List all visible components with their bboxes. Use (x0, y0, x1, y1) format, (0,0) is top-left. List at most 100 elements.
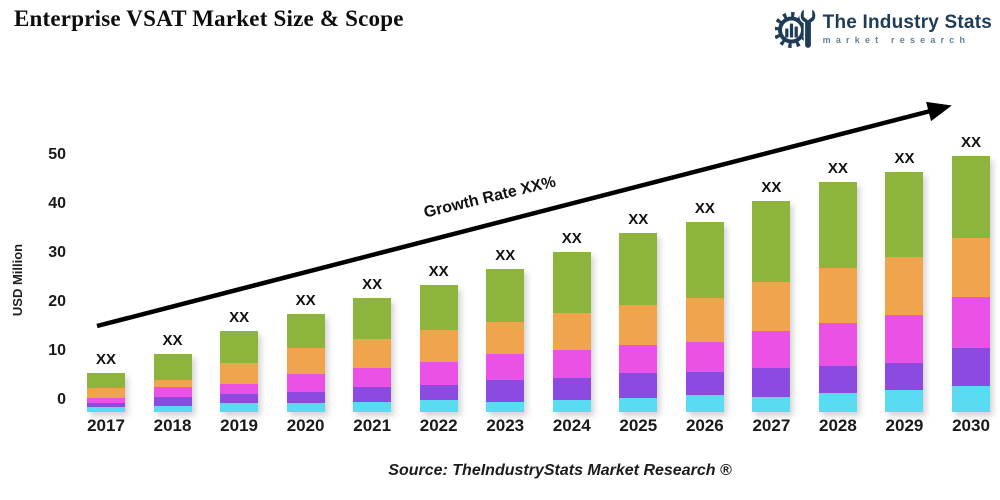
bar-segment-cyan (818, 392, 857, 412)
x-tick-label: 2017 (87, 416, 125, 435)
bar-segment-orange (752, 281, 791, 331)
bar-value-label: XX (295, 291, 316, 309)
bar-segment-magenta (885, 314, 924, 363)
logo-barchart-icon (784, 23, 798, 38)
bar-2027 (752, 200, 791, 412)
bar-segment-green (87, 373, 125, 389)
bar-value-label: XX (761, 178, 782, 196)
page-title: Enterprise VSAT Market Size & Scope (14, 6, 404, 31)
bar-segment-cyan (353, 402, 392, 412)
bar-segment-orange (552, 313, 591, 351)
bar-segment-green (818, 181, 857, 268)
bar-segment-orange (286, 348, 325, 375)
bar-segment-purple (87, 403, 125, 408)
bar-segment-purple (286, 392, 325, 404)
brand-tagline: market research (822, 34, 971, 45)
bar-segment-orange (685, 297, 724, 342)
bar-2029 (885, 172, 924, 412)
bar-segment-orange (220, 362, 259, 384)
bar-segment-green (220, 330, 259, 363)
bar-segment-cyan (87, 407, 125, 412)
bar-segment-cyan (286, 403, 325, 412)
bar-2022 (419, 285, 458, 412)
bar-segment-purple (752, 367, 791, 397)
bar-segment-magenta (619, 344, 658, 373)
bar-segment-purple (619, 372, 658, 398)
bar-segment-green (885, 172, 924, 258)
x-tick-label: 2028 (819, 416, 857, 435)
bar-segment-purple (552, 378, 591, 401)
x-tick-label: 2023 (486, 416, 525, 435)
y-tick-label: 40 (48, 195, 66, 212)
bar-value-label: XX (827, 159, 848, 177)
logo-wrench-icon (798, 7, 817, 50)
bar-value-label: XX (495, 247, 516, 265)
bar-segment-magenta (286, 374, 325, 393)
bar-2024 (552, 252, 591, 412)
growth-rate-label: Growth Rate XX% (422, 173, 558, 222)
bar-segment-cyan (619, 397, 658, 412)
x-tick-label: 2019 (220, 416, 258, 435)
bar-segment-magenta (552, 350, 591, 379)
bar-value-label: XX (95, 351, 116, 369)
bar-segment-purple (685, 371, 724, 395)
x-tick-label: 2021 (353, 416, 392, 435)
bar-segment-orange (87, 388, 125, 399)
bar-segment-magenta (952, 296, 991, 348)
bar-segment-cyan (419, 400, 458, 412)
bar-segment-orange (353, 338, 392, 368)
bar-segment-magenta (818, 322, 857, 366)
x-tick-label: 2027 (752, 416, 791, 435)
bar-segment-green (419, 285, 458, 331)
bar-segment-magenta (685, 341, 724, 372)
bar-segment-purple (952, 347, 991, 387)
y-tick-label: 0 (57, 391, 66, 408)
brand-logo: The Industry Stats market research (774, 6, 992, 50)
x-tick-label: 2026 (685, 416, 724, 435)
bar-segment-orange (619, 304, 658, 345)
bar-segment-orange (952, 238, 991, 297)
bar-value-label: XX (362, 275, 383, 293)
bar-2028 (818, 181, 857, 412)
y-tick-label: 10 (48, 342, 66, 359)
bar-segment-orange (885, 257, 924, 315)
bar-value-label: XX (694, 199, 715, 217)
bar-segment-cyan (952, 386, 991, 412)
bar-segment-orange (153, 379, 192, 388)
bar-2026 (685, 221, 724, 412)
bar-segment-cyan (552, 400, 591, 412)
y-tick-label: 50 (48, 146, 66, 163)
bar-2020 (286, 313, 325, 412)
bar-value-label: XX (428, 263, 449, 281)
bar-2019 (220, 330, 259, 412)
bar-segment-cyan (685, 394, 724, 412)
y-tick-label: 20 (48, 293, 66, 310)
bar-segment-cyan (486, 402, 525, 412)
bar-segment-purple (885, 362, 924, 390)
x-tick-label: 2018 (153, 416, 192, 435)
x-tick-label: 2030 (952, 416, 990, 435)
bar-segment-green (286, 313, 325, 349)
bar-segment-magenta (486, 354, 525, 381)
bar-segment-cyan (220, 403, 259, 412)
bar-segment-cyan (752, 396, 791, 412)
bar-2025 (619, 232, 658, 412)
bar-segment-purple (818, 365, 857, 393)
bar-segment-purple (486, 380, 525, 403)
bar-segment-green (552, 252, 591, 313)
bar-value-label: XX (229, 308, 250, 326)
bar-segment-purple (153, 397, 192, 407)
bar-segment-green (952, 156, 991, 239)
bar-segment-purple (220, 394, 259, 404)
bar-value-label: XX (628, 210, 649, 228)
bar-segment-green (685, 221, 724, 298)
bar-segment-green (353, 297, 392, 339)
x-tick-label: 2024 (552, 416, 591, 435)
bar-2018 (153, 353, 192, 412)
bar-segment-cyan (885, 389, 924, 412)
x-tick-label: 2029 (885, 416, 924, 435)
source-attribution: Source: TheIndustryStats Market Research… (388, 462, 732, 479)
bar-2017 (87, 373, 125, 412)
